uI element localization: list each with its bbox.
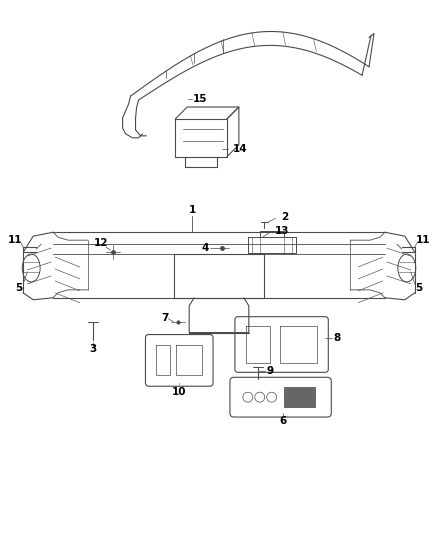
Text: 2: 2 [281,212,288,222]
Text: 3: 3 [89,344,96,354]
Text: 7: 7 [162,313,169,322]
Text: 13: 13 [274,226,289,236]
Text: 15: 15 [193,94,207,104]
Text: 1: 1 [188,205,196,215]
Text: 11: 11 [416,235,430,245]
Text: 9: 9 [266,366,273,376]
Text: 11: 11 [8,235,22,245]
Text: 12: 12 [93,238,108,248]
Text: 10: 10 [172,387,187,397]
Text: 8: 8 [334,333,341,343]
Bar [283,387,315,407]
Text: 5: 5 [16,283,23,293]
Text: 5: 5 [415,283,422,293]
Text: 6: 6 [279,416,286,426]
Text: 14: 14 [233,144,247,154]
Text: 4: 4 [201,243,209,253]
